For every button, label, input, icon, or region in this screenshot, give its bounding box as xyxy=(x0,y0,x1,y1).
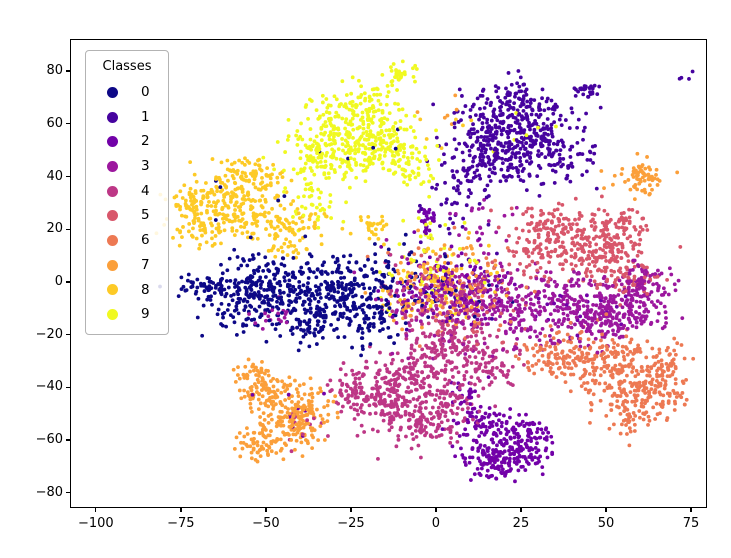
legend-title: Classes xyxy=(102,59,152,74)
legend-row-3: 3 xyxy=(86,154,168,179)
x-tick-label: 50 xyxy=(597,516,615,531)
x-tick-label: −50 xyxy=(252,516,280,531)
legend-marker-6 xyxy=(107,234,118,246)
y-tick-mark xyxy=(66,70,70,72)
x-tick-mark xyxy=(690,508,692,512)
legend-marker-4 xyxy=(107,185,118,197)
x-tick-label: −25 xyxy=(337,516,365,531)
legend-row-8: 8 xyxy=(86,278,168,303)
x-tick-mark xyxy=(605,508,607,512)
y-tick-label: 20 xyxy=(46,221,63,237)
x-tick-mark xyxy=(95,508,97,512)
legend-row-1: 1 xyxy=(86,105,168,130)
legend-row-2: 2 xyxy=(86,129,168,154)
legend-marker-3 xyxy=(107,160,118,172)
legend: Classes 0 1 2 3 4 5 6 7 8 9 xyxy=(85,50,169,335)
x-tick-label: −75 xyxy=(167,516,195,531)
y-tick-label: 0 xyxy=(54,273,63,289)
y-tick-mark xyxy=(66,175,70,178)
legend-marker-7 xyxy=(107,259,118,271)
legend-row-9: 9 xyxy=(86,302,168,327)
y-tick-mark xyxy=(66,492,70,494)
y-tick-mark xyxy=(66,333,70,336)
legend-marker-9 xyxy=(107,309,118,321)
legend-row-6: 6 xyxy=(86,228,168,253)
legend-label-9: 9 xyxy=(141,306,150,323)
y-tick-mark xyxy=(66,123,70,125)
legend-label-7: 7 xyxy=(141,256,150,273)
y-tick-mark xyxy=(66,386,70,388)
legend-row-4: 4 xyxy=(86,179,168,204)
y-tick-label: 40 xyxy=(46,168,63,184)
legend-marker-0 xyxy=(107,86,118,98)
x-tick-mark xyxy=(350,508,352,512)
legend-label-3: 3 xyxy=(141,158,150,175)
x-tick-mark xyxy=(435,508,437,512)
y-tick-label: −20 xyxy=(35,326,63,342)
y-tick-label: 60 xyxy=(46,115,63,131)
x-tick-label: 25 xyxy=(512,516,530,531)
legend-row-5: 5 xyxy=(86,203,168,228)
legend-label-6: 6 xyxy=(141,232,150,249)
y-tick-mark xyxy=(66,281,70,283)
legend-label-1: 1 xyxy=(141,108,150,125)
legend-row-7: 7 xyxy=(86,253,168,278)
y-tick-label: −60 xyxy=(35,432,63,448)
legend-rows: 0 1 2 3 4 5 6 7 8 9 xyxy=(86,80,168,327)
x-tick-mark xyxy=(520,508,522,512)
x-tick-label: −100 xyxy=(77,516,114,531)
x-tick-mark xyxy=(265,508,267,512)
legend-row-0: 0 xyxy=(86,80,168,105)
y-tick-label: 80 xyxy=(46,63,63,79)
y-tick-label: −80 xyxy=(35,484,63,500)
y-tick-mark xyxy=(66,439,70,441)
x-tick-label: 0 xyxy=(431,516,441,531)
legend-marker-2 xyxy=(107,136,118,148)
legend-marker-5 xyxy=(107,210,118,222)
plot-area xyxy=(70,39,707,508)
legend-label-2: 2 xyxy=(141,133,150,150)
y-tick-label: −40 xyxy=(35,379,63,395)
legend-label-0: 0 xyxy=(141,84,150,100)
y-tick-mark xyxy=(66,228,70,230)
legend-label-5: 5 xyxy=(141,207,150,224)
legend-marker-8 xyxy=(107,284,118,296)
x-tick-mark xyxy=(180,508,182,512)
x-tick-label: 75 xyxy=(682,516,700,531)
legend-marker-1 xyxy=(107,111,118,123)
legend-label-4: 4 xyxy=(141,182,150,199)
legend-label-8: 8 xyxy=(141,281,150,298)
